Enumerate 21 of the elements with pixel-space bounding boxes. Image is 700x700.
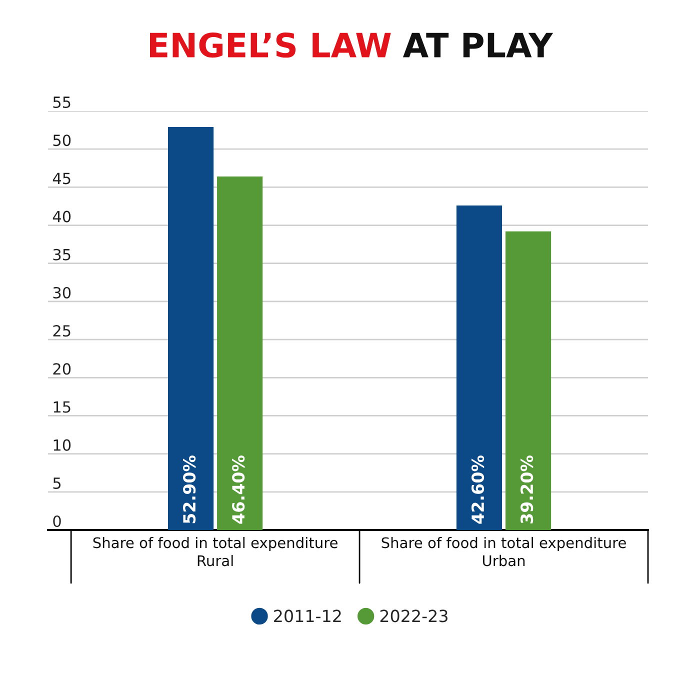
data-label: 39.20% (520, 456, 534, 524)
y-tick-label: 50 (53, 134, 71, 146)
data-label: 52.90% (183, 456, 196, 524)
y-tick-label: 25 (53, 325, 70, 337)
y-tick-label: 45 (52, 172, 70, 184)
y-tick-label: 30 (53, 286, 71, 298)
x-tick-label: Share of food in total expenditure Rural (93, 536, 338, 566)
data-label: 42.60% (471, 456, 484, 524)
x-tick-label: Share of food in total expenditure Urban (382, 536, 626, 566)
y-tick-label: 40 (52, 210, 71, 222)
y-tick-label: 55 (53, 96, 70, 108)
legend-label: 2022-23 (380, 610, 448, 622)
legend-label: 2011-12 (274, 610, 341, 622)
data-label: 46.40% (232, 456, 245, 524)
y-tick-label: 35 (53, 248, 70, 260)
y-tick-label: 10 (54, 439, 71, 451)
y-tick-label: 0 (53, 515, 61, 528)
chart-title: ENGEL’S LAW AT PLAY (150, 32, 554, 58)
y-tick-label: 15 (54, 401, 70, 413)
y-tick-label: 20 (53, 363, 71, 375)
y-tick-label: 5 (53, 478, 61, 489)
